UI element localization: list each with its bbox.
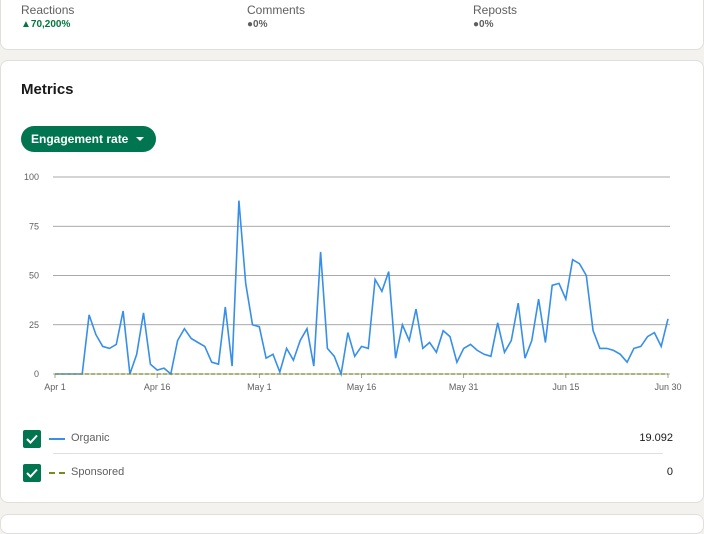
stat-label: Reposts (473, 3, 518, 17)
organic-checkbox[interactable] (23, 430, 41, 448)
stat-reactions: Reactions ▲70,200% (21, 3, 74, 32)
organic-line-swatch (49, 438, 65, 440)
legend-item-organic[interactable]: Organic 19.092 (21, 424, 673, 456)
dropdown-label: Engagement rate (31, 132, 129, 146)
y-tick-label: 100 (24, 172, 39, 182)
dot-icon: ● (473, 19, 480, 30)
legend-item-sponsored[interactable]: Sponsored 0 (21, 458, 673, 490)
stat-change: ●0% (247, 19, 268, 30)
x-tick-label: Apr 1 (44, 382, 66, 392)
legend-value: 0 (666, 466, 673, 478)
chart-gridlines (53, 176, 670, 375)
x-tick-label: Apr 16 (144, 382, 171, 392)
chart-y-ticks: 100 75 50 25 0 (24, 172, 39, 379)
sponsored-line-swatch (49, 472, 65, 474)
metric-dropdown[interactable]: Engagement rate (21, 126, 157, 152)
stat-comments: Comments ●0% (247, 3, 305, 32)
stat-label: Reactions (21, 3, 75, 17)
post-stats-card: Reactions ▲70,200% Comments ●0% Reposts … (0, 0, 704, 50)
x-tick-label: May 31 (449, 382, 479, 392)
caret-down-icon (136, 137, 145, 141)
stat-reposts: Reposts ●0% (473, 3, 517, 32)
sponsored-checkbox[interactable] (23, 464, 41, 482)
y-tick-label: 75 (29, 221, 39, 231)
y-tick-label: 25 (29, 320, 39, 330)
stat-change: ▲70,200% (21, 19, 71, 30)
triangle-up-icon: ▲ (21, 19, 31, 30)
dot-icon: ● (247, 19, 254, 30)
metrics-title: Metrics (21, 81, 74, 98)
next-card (0, 514, 704, 534)
x-tick-label: Jun 15 (552, 382, 579, 392)
checkmark-icon (26, 468, 38, 478)
engagement-chart: 100 75 50 25 0 Apr 1 Apr 16 May 1 May 16 May 31 J… (24, 172, 682, 392)
metrics-card: Metrics Engagement rate 100 75 50 25 0 Apr 1… (0, 60, 704, 503)
legend-divider (53, 453, 663, 454)
stat-label: Comments (247, 3, 306, 17)
series-line-organic (55, 200, 669, 378)
y-tick-label: 0 (34, 369, 39, 379)
legend-label: Organic (71, 432, 110, 444)
y-tick-label: 50 (29, 271, 39, 281)
chart-series (55, 200, 669, 378)
stat-change: ●0% (473, 19, 494, 30)
legend-label: Sponsored (71, 466, 125, 478)
x-tick-label: Jun 30 (654, 382, 681, 392)
x-tick-label: May 16 (347, 382, 377, 392)
legend-value: 19.092 (639, 432, 673, 444)
x-tick-label: May 1 (247, 382, 272, 392)
chart-x-ticks: Apr 1 Apr 16 May 1 May 16 May 31 Jun 15 Jun 30 (44, 374, 682, 392)
checkmark-icon (26, 434, 38, 444)
